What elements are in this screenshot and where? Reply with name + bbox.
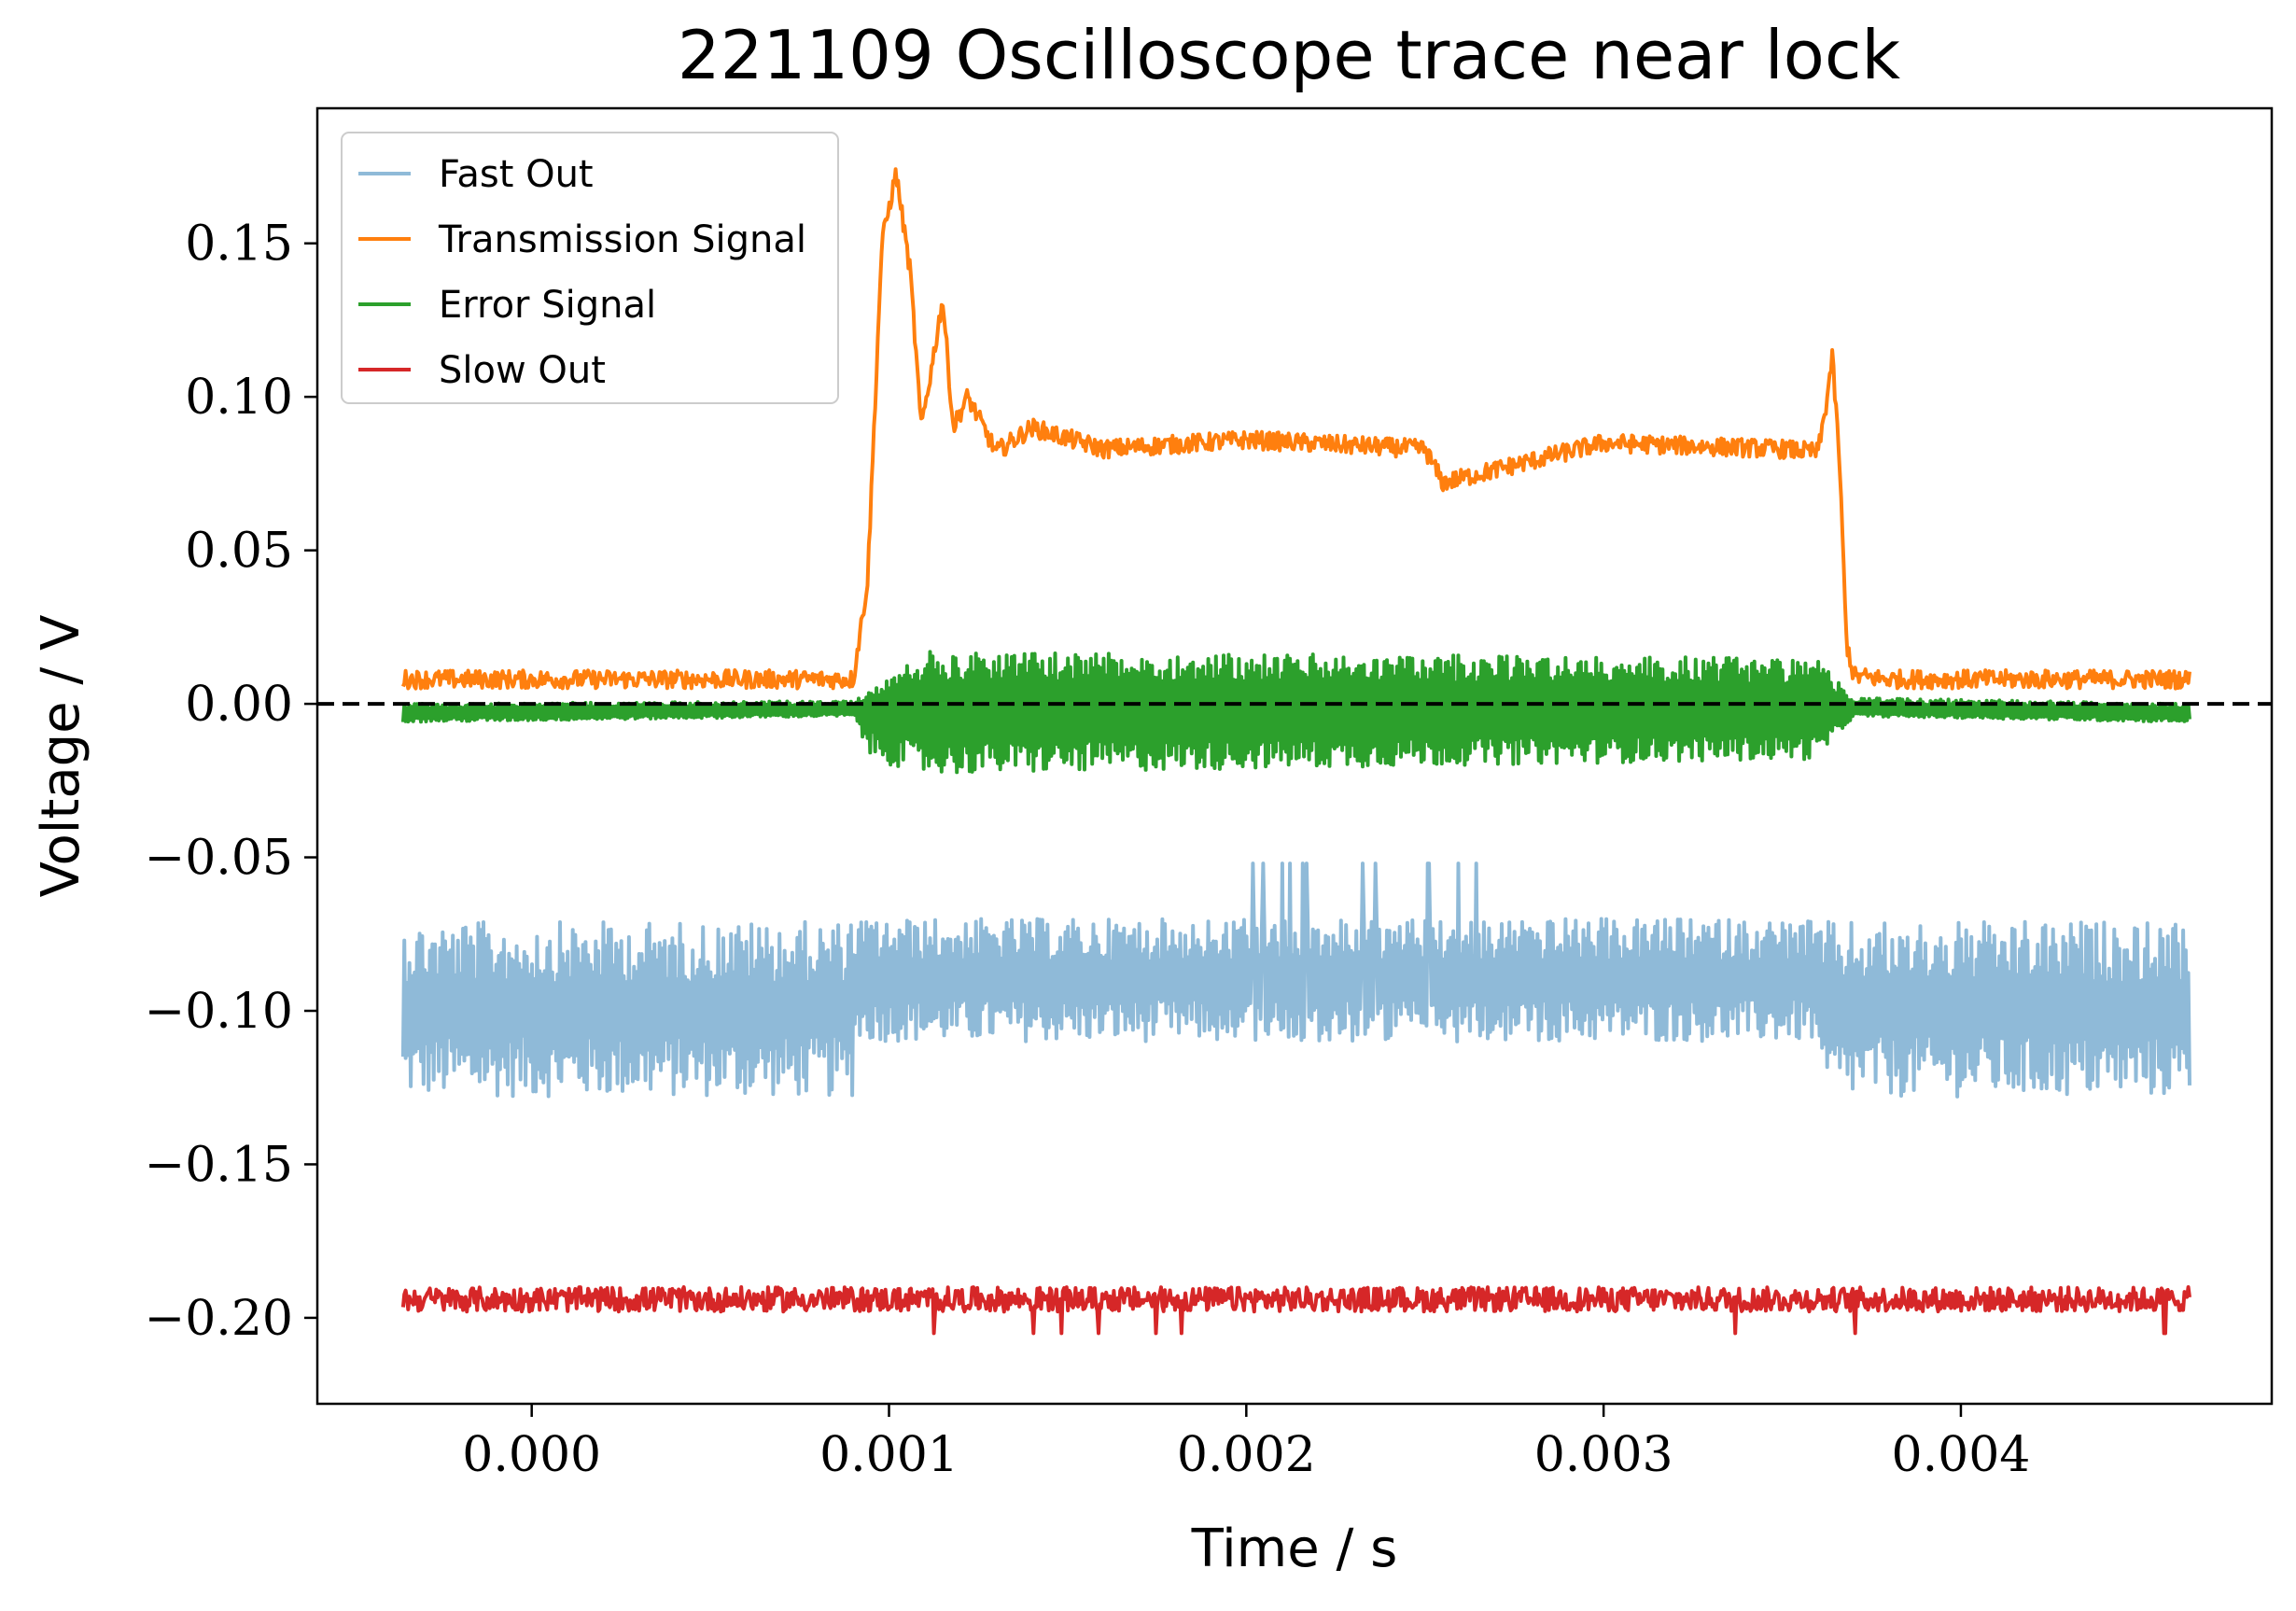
legend-label-slow-out: Slow Out — [439, 349, 606, 392]
y-tick-label: 0.15 — [185, 217, 293, 273]
series-transmission-signal-line — [401, 167, 2191, 691]
chart-title: 221109 Oscilloscope trace near lock — [678, 16, 1901, 94]
legend-label-fast-out: Fast Out — [439, 153, 594, 196]
legend-box — [341, 132, 839, 404]
y-tick-label: −0.05 — [145, 831, 293, 887]
y-axis-label: Voltage / V — [31, 615, 91, 898]
x-tick-label: 0.000 — [462, 1427, 601, 1483]
x-axis-label: Time / s — [1191, 1519, 1398, 1579]
legend: Fast Out Transmission Signal Error Signal S… — [341, 132, 839, 404]
plot-area — [317, 167, 2272, 1336]
y-tick-label: −0.15 — [145, 1137, 293, 1193]
series-fast-out-line — [400, 862, 2191, 1099]
y-tick-label: −0.20 — [145, 1291, 293, 1347]
x-tick-label: 0.002 — [1177, 1427, 1316, 1483]
y-axis: 0.15 0.10 0.05 0.00 −0.05 −0.10 −0.15 −0.20 — [145, 217, 317, 1347]
x-tick-label: 0.003 — [1534, 1427, 1673, 1483]
x-axis: 0.000 0.001 0.002 0.003 0.004 — [462, 1404, 2030, 1483]
series-slow-out-line — [400, 1285, 2191, 1336]
plot-frame — [315, 106, 2274, 1406]
y-tick-label: 0.05 — [185, 524, 293, 580]
y-tick-label: 0.00 — [185, 677, 293, 733]
y-tick-label: 0.10 — [185, 370, 293, 426]
x-tick-label: 0.004 — [1892, 1427, 2031, 1483]
legend-label-transmission-signal: Transmission Signal — [438, 218, 806, 261]
x-tick-label: 0.001 — [819, 1427, 959, 1483]
y-tick-label: −0.10 — [145, 984, 293, 1040]
legend-label-error-signal: Error Signal — [439, 284, 656, 327]
